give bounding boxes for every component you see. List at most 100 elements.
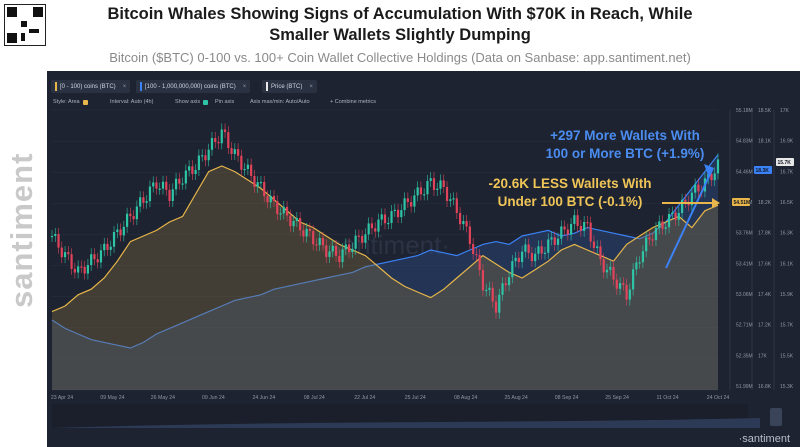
y-tick-label: 16.9K	[780, 139, 794, 145]
y-tick-label: 17.6K	[758, 261, 772, 267]
price-candle	[259, 181, 263, 184]
y-tick-label: 16.7K	[780, 169, 794, 175]
y-tick-label: 16.3K	[780, 231, 794, 237]
price-candle	[103, 243, 106, 251]
axis-marker	[776, 158, 794, 166]
whales-annotation: +297 More Wallets With 100 or More BTC (…	[516, 127, 734, 163]
price-candle	[148, 186, 152, 202]
price-candle	[250, 164, 253, 176]
price-candle	[504, 283, 507, 286]
price-candle	[184, 170, 187, 184]
show-axis-toggle[interactable]: Show axis	[175, 99, 209, 105]
price-candle	[576, 215, 579, 227]
color-swatch-icon[interactable]	[82, 99, 88, 105]
x-tick-label: 25 Jul 24	[405, 395, 426, 401]
y-tick-label: 53.41M	[736, 261, 753, 267]
price-candle	[426, 180, 429, 195]
price-candle	[442, 180, 445, 187]
checkbox-icon[interactable]	[203, 99, 209, 105]
combine-metrics-button[interactable]: + Combine metrics	[330, 99, 376, 105]
price-candle	[462, 221, 465, 225]
price-candle	[543, 252, 547, 254]
price-candle	[204, 155, 207, 161]
y-tick-label: 18.1K	[758, 139, 772, 145]
series-small-holders-line	[51, 165, 719, 313]
price-candle	[50, 236, 54, 238]
price-candle	[527, 244, 530, 253]
price-candle	[667, 213, 671, 228]
price-candle	[494, 301, 498, 313]
price-candle	[57, 233, 60, 248]
price-candle	[243, 169, 246, 171]
legend-item-price[interactable]: Price (BTC) ×	[262, 80, 317, 93]
price-candle	[253, 175, 256, 187]
interval-label: Interval: Auto (4h)	[110, 99, 154, 105]
price-candle	[445, 186, 449, 201]
small-holders-annotation: -20.6K LESS Wallets With Under 100 BTC (…	[455, 175, 685, 211]
price-candle	[142, 197, 145, 203]
y-tick-label: 15.9K	[780, 292, 794, 298]
axis-max-min-control[interactable]: Axis max/min: Auto/Auto	[250, 99, 310, 105]
close-icon[interactable]: ×	[122, 83, 127, 90]
price-candle	[119, 229, 122, 236]
price-candle	[276, 201, 279, 215]
price-candle	[592, 241, 596, 249]
axis-max-min-label: Axis max/min: Auto/Auto	[250, 99, 310, 105]
price-candle	[416, 187, 419, 196]
price-candle	[308, 228, 312, 232]
price-candle	[393, 209, 396, 212]
interval-control[interactable]: Interval: Auto (4h)	[110, 99, 153, 105]
y-tick-label: 51.99M	[736, 384, 753, 390]
price-candle	[364, 234, 367, 243]
price-candle	[354, 235, 357, 249]
price-candle	[263, 181, 266, 197]
price-candle	[210, 138, 214, 150]
page-title: Bitcoin Whales Showing Signs of Accumula…	[0, 4, 800, 46]
price-candle	[171, 189, 174, 201]
price-candle	[331, 245, 334, 252]
price-candle	[501, 283, 504, 295]
price-candle	[530, 252, 534, 262]
y-tick-label: 54.83M	[736, 139, 753, 145]
price-candle	[429, 178, 432, 181]
price-candle	[96, 259, 99, 263]
price-candle	[697, 184, 700, 192]
legend-item-small-holders[interactable]: [0 - 100) coins (BTC) ×	[51, 80, 131, 93]
price-candle	[279, 213, 282, 215]
close-icon[interactable]: ×	[309, 83, 313, 90]
title-line-1: Bitcoin Whales Showing Signs of Accumula…	[107, 5, 693, 23]
price-candle	[605, 269, 609, 273]
price-candle	[658, 221, 661, 229]
price-candle	[318, 237, 321, 246]
price-candle	[410, 202, 413, 207]
x-tick-label: 08 Jul 24	[304, 395, 325, 401]
price-candle	[370, 223, 374, 229]
price-candle	[321, 237, 325, 246]
price-candle	[475, 254, 478, 256]
small-holders-arrow-head	[712, 198, 720, 208]
price-candle	[436, 188, 439, 191]
price-candle	[139, 197, 142, 207]
close-icon[interactable]: ×	[242, 83, 247, 90]
price-candle	[214, 138, 217, 143]
price-candle	[361, 235, 364, 243]
price-candle	[566, 229, 569, 235]
price-candle	[423, 194, 426, 196]
price-candle	[521, 251, 524, 263]
legend-item-whales[interactable]: [100 - 1,000,000,000) coins (BTC) ×	[136, 80, 251, 93]
price-candle	[299, 218, 302, 231]
style-control[interactable]: Style: Area	[53, 99, 88, 105]
price-candle	[129, 213, 132, 217]
y-tick-label: 15.3K	[780, 384, 794, 390]
price-candle	[292, 221, 295, 227]
series-small-holders-area	[52, 166, 718, 390]
price-candle	[152, 182, 155, 187]
price-candle	[481, 269, 485, 291]
price-candle	[201, 155, 204, 157]
style-label: Style: Area	[53, 99, 80, 105]
pin-axis-toggle[interactable]: Pin axis	[215, 99, 234, 105]
y-tick-label: 16.5K	[780, 200, 794, 206]
price-candle	[569, 223, 573, 235]
x-tick-label: 24 Jun 24	[252, 395, 275, 401]
price-candle	[230, 148, 233, 154]
